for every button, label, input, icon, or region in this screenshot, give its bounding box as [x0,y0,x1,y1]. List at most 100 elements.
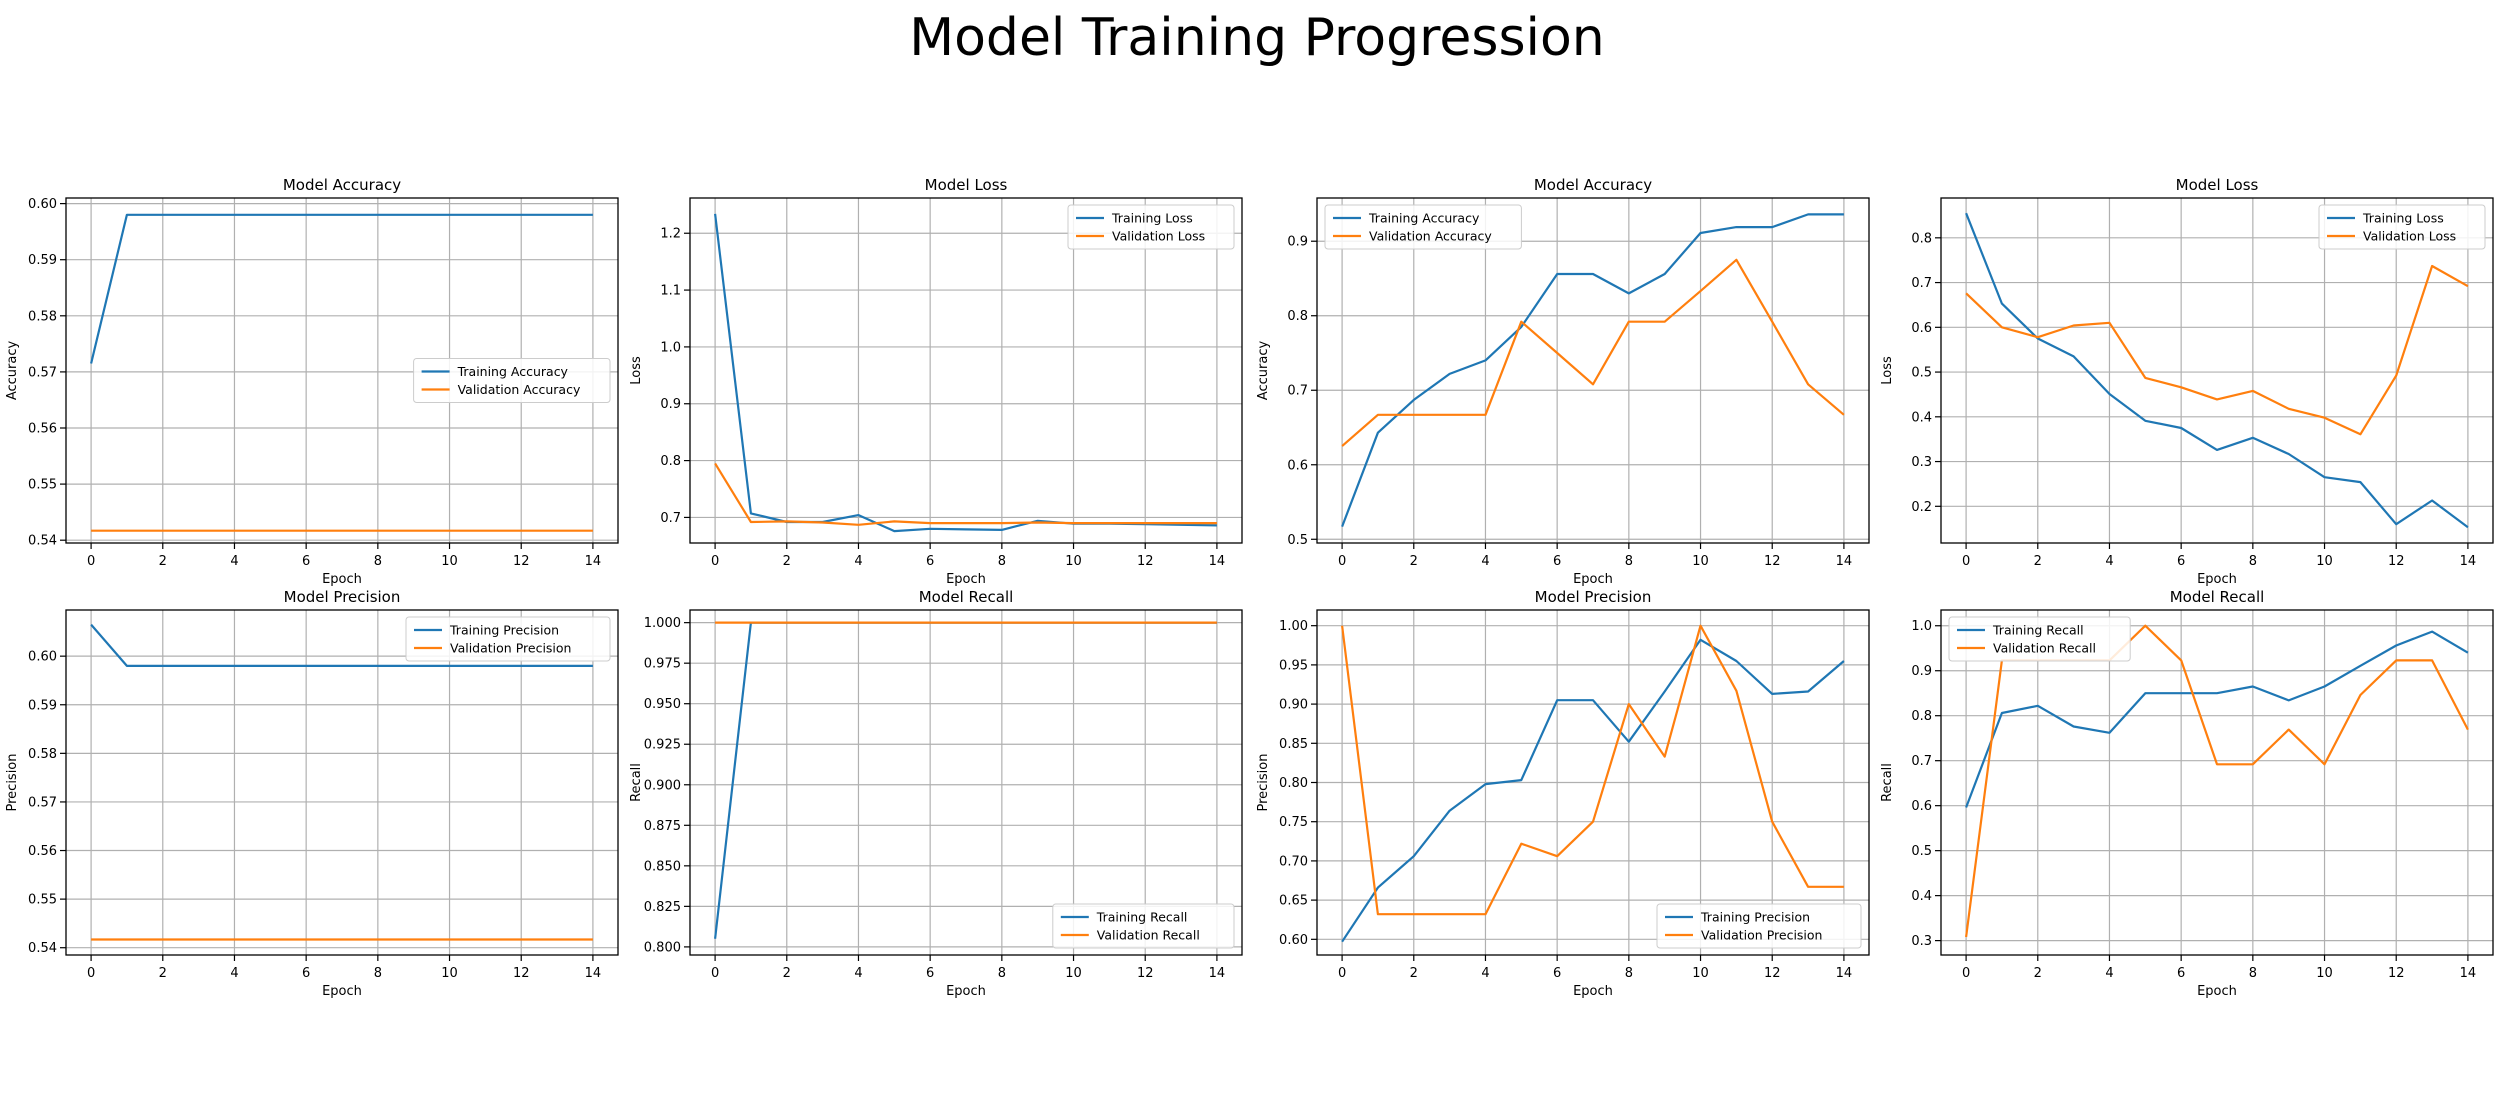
y-tick-label: 0.7 [1911,276,1932,291]
x-tick-label: 14 [1209,554,1226,569]
x-tick-label: 10 [2316,966,2333,981]
y-tick-label: 0.58 [28,309,57,324]
y-tick-label: 0.850 [644,859,681,874]
legend: Training Recall Validation Recall [1948,616,2131,662]
chart-title: Model Precision [284,588,401,606]
y-tick-label: 0.90 [1279,698,1308,713]
y-tick-label: 0.59 [28,698,57,713]
x-axis-label: Epoch [322,984,362,999]
y-tick-label: 0.60 [1279,933,1308,948]
series-line-training [1965,630,2469,808]
x-tick-label: 6 [302,554,310,569]
x-tick-label: 0 [87,966,95,981]
x-tick-label: 8 [998,966,1006,981]
x-tick-label: 0 [87,554,95,569]
y-axis-label: Loss [1880,356,1895,385]
y-tick-label: 0.65 [1279,894,1308,909]
x-tick-label: 2 [2034,554,2042,569]
x-axis-label: Epoch [322,572,362,587]
y-axis-label: Precision [1256,753,1271,811]
y-tick-label: 0.85 [1279,737,1308,752]
x-tick-label: 10 [441,966,458,981]
legend-box [1067,204,1235,250]
y-tick-label: 0.60 [28,197,57,212]
x-tick-label: 4 [854,966,862,981]
figure-title: Model Training Progression [909,8,1605,68]
y-tick-label: 0.5 [1911,366,1932,381]
chart-panel-5: 0 2 4 6 8 10 12 14 0.54 0.55 0.56 0.57 0.58 0.59 0.60 M… [5,588,619,999]
legend-label: Training Loss [2362,211,2444,226]
x-tick-label: 2 [1410,966,1418,981]
x-tick-label: 8 [2249,554,2257,569]
plot-frame [1316,197,1870,544]
x-tick-label: 8 [1625,966,1633,981]
y-tick-label: 0.8 [660,454,681,469]
x-tick-label: 4 [1481,966,1489,981]
chart-panel-8: 0 2 4 6 8 10 12 14 0.3 0.4 0.5 0.6 0.7 0.8 0.9 1.0 Model… [1880,588,2494,999]
y-tick-label: 0.59 [28,253,57,268]
chart-title: Model Loss [925,176,1008,194]
y-tick-label: 0.57 [28,795,57,810]
x-tick-label: 8 [1625,554,1633,569]
x-tick-label: 14 [585,966,602,981]
x-tick-label: 8 [2249,966,2257,981]
y-tick-label: 0.56 [28,422,57,437]
legend-label: Validation Loss [2363,229,2456,244]
legend-box [1324,204,1522,250]
plot-frame [1940,609,2494,956]
x-tick-label: 0 [711,966,719,981]
legend-box [2318,204,2486,250]
legend-label: Validation Loss [1112,229,1205,244]
series-line-validation [1341,258,1845,447]
series-line-training [90,213,593,364]
x-tick-label: 8 [998,554,1006,569]
x-axis-label: Epoch [2197,984,2237,999]
x-tick-label: 14 [1209,966,1226,981]
x-tick-label: 6 [1553,966,1561,981]
x-tick-label: 6 [1553,554,1561,569]
legend-box [1948,616,2131,662]
chart-panel-2: 0 2 4 6 8 10 12 14 0.7 0.8 0.9 1.0 1.1 1.2 Model Loss E… [629,176,1243,587]
legend-label: Training Loss [1111,211,1193,226]
legend-label: Validation Precision [1701,928,1822,943]
x-tick-label: 2 [783,554,791,569]
y-tick-label: 0.4 [1911,889,1932,904]
series-line-training [714,213,1217,533]
legend-label: Validation Accuracy [458,382,581,397]
plot-frame [65,609,619,956]
x-tick-label: 0 [1338,966,1346,981]
series-line-validation [714,462,1217,526]
series-line-training [90,623,593,668]
x-tick-label: 2 [159,966,167,981]
y-tick-label: 0.75 [1279,815,1308,830]
y-tick-label: 0.56 [28,844,57,859]
y-tick-label: 1.0 [660,340,681,355]
x-tick-label: 4 [854,554,862,569]
x-tick-label: 14 [2460,966,2477,981]
y-axis-label: Recall [629,763,644,802]
y-axis-label: Accuracy [5,341,20,401]
y-tick-label: 0.6 [1911,321,1932,336]
x-axis-label: Epoch [946,984,986,999]
chart-title: Model Recall [919,588,1014,606]
y-tick-label: 0.9 [660,397,681,412]
x-tick-label: 0 [1338,554,1346,569]
y-tick-label: 0.70 [1279,854,1308,869]
plot-frame [65,197,619,544]
x-tick-label: 12 [1137,554,1154,569]
series-line-training [1965,212,2469,529]
x-tick-label: 10 [1065,966,1082,981]
chart-title: Model Accuracy [283,176,401,194]
plot-frame [689,197,1243,544]
legend-box [1052,903,1235,949]
x-tick-label: 12 [513,554,530,569]
legend-label: Training Recall [1992,623,2084,638]
legend: Training Accuracy Validation Accuracy [1324,204,1522,250]
y-tick-label: 0.60 [28,650,57,665]
legend-label: Training Recall [1096,910,1188,925]
chart-panel-1: 0 2 4 6 8 10 12 14 0.54 0.55 0.56 0.57 0.58 0.59 0.60 M… [5,176,619,587]
legend-label: Validation Accuracy [1369,229,1492,244]
x-tick-label: 10 [441,554,458,569]
y-tick-label: 0.950 [644,697,681,712]
